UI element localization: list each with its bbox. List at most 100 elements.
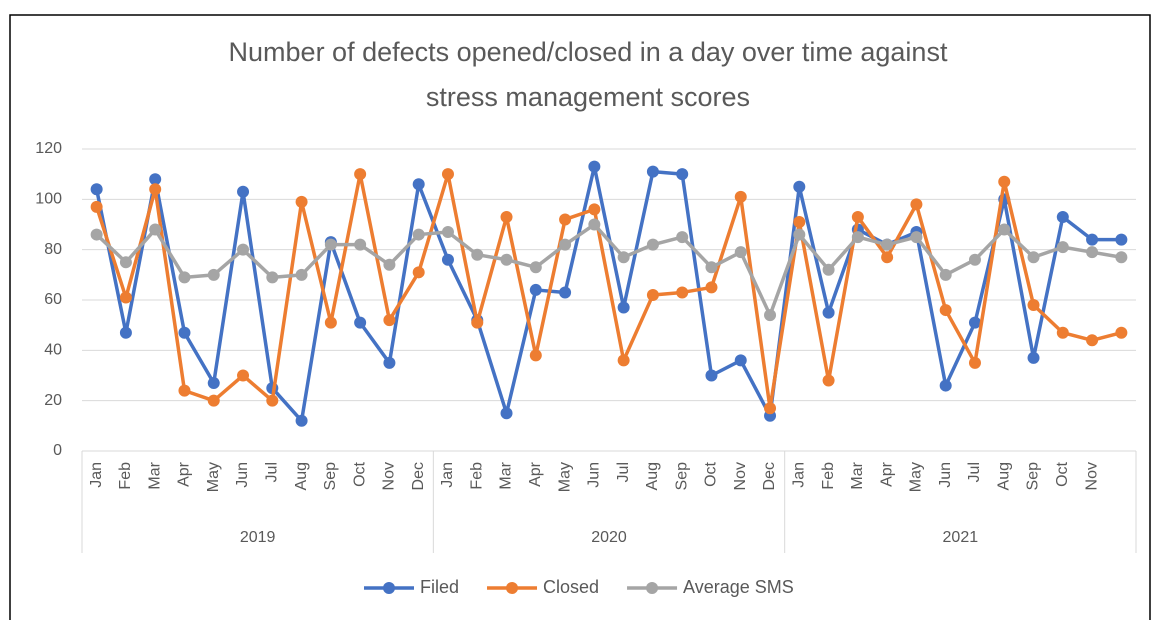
data-point [1115,233,1128,246]
data-point [90,228,103,241]
x-tick-label: Oct [351,461,368,486]
data-point [734,246,747,259]
data-point [354,168,367,181]
data-point [793,215,806,228]
y-tick-label: 0 [53,442,62,459]
x-tick-label: Apr [527,461,544,487]
data-point [939,379,952,392]
x-tick-label: Jan [439,462,456,488]
data-point [646,288,659,301]
data-point [119,326,132,339]
y-tick-label: 60 [44,291,62,308]
series-line [94,164,1122,423]
chart-title-line: Number of defects opened/closed in a day… [229,37,948,67]
data-point [90,200,103,213]
x-tick-label: Jul [264,462,281,482]
data-point [207,394,220,407]
data-point [939,304,952,317]
data-point [851,231,864,244]
data-point [295,414,308,427]
data-point [354,238,367,251]
data-point [617,354,630,367]
data-point [646,238,659,251]
x-tick-label: Sep [1025,462,1042,491]
data-point [1086,233,1099,246]
data-point [149,173,162,186]
y-tick-label: 100 [35,191,62,208]
data-point [207,377,220,390]
data-point [295,268,308,281]
data-point [588,218,601,231]
legend-label: Closed [543,577,599,597]
data-point [119,256,132,269]
data-point [1027,251,1040,264]
data-point [910,231,923,244]
x-tick-label: Oct [703,461,720,486]
series-line [94,172,1122,410]
data-point [881,251,894,264]
legend-marker [646,582,659,594]
data-point [705,369,718,382]
x-tick-label: Nov [381,462,398,490]
x-tick-label: Jun [937,462,954,488]
x-tick-label: Dec [410,462,427,490]
data-point [588,160,601,173]
data-point [705,261,718,274]
data-point [559,213,572,226]
group-label: 2019 [240,529,276,546]
data-point [471,316,484,329]
data-point [881,238,894,251]
data-point [617,251,630,264]
data-point [441,253,454,266]
x-tick-label: Aug [293,462,310,490]
data-point [676,286,689,299]
data-point [529,283,542,296]
data-point [412,266,425,279]
data-point [1086,246,1099,259]
x-tick-label: Aug [644,462,661,490]
y-tick-label: 120 [35,140,62,157]
data-point [822,263,835,276]
data-point [793,228,806,241]
data-point [559,286,572,299]
group-label: 2020 [591,529,627,546]
x-tick-label: Mar [849,461,866,489]
data-point [207,268,220,281]
chart-frame [9,14,1151,625]
data-point [676,168,689,181]
data-point [383,314,396,327]
data-point [237,243,250,256]
x-tick-label: Feb [468,462,485,490]
data-point [968,253,981,266]
x-tick-label: Nov [732,462,749,490]
y-tick-label: 80 [44,241,62,258]
x-tick-label: Jul [615,462,632,482]
data-point [939,268,952,281]
x-tick-label: Jun [586,462,603,488]
legend-label: Filed [420,577,459,597]
data-point [149,183,162,196]
data-point [676,231,689,244]
data-point [559,238,572,251]
data-point [764,402,777,415]
x-tick-label: Mar [498,461,515,489]
data-point [119,291,132,304]
data-point [90,183,103,196]
data-point [1086,334,1099,347]
data-point [529,261,542,274]
data-point [383,258,396,271]
chart-title-line: stress management scores [426,82,750,112]
x-tick-label: Sep [673,462,690,491]
y-tick-label: 20 [44,392,62,409]
data-point [1056,210,1069,223]
data-point [237,369,250,382]
x-tick-label: Jun [234,462,251,488]
x-tick-label: Apr [176,461,193,487]
x-tick-label: May [556,462,573,492]
data-point [178,326,191,339]
x-tick-label: Mar [146,461,163,489]
data-point [705,281,718,294]
data-point [1027,351,1040,364]
legend-marker [506,582,519,594]
